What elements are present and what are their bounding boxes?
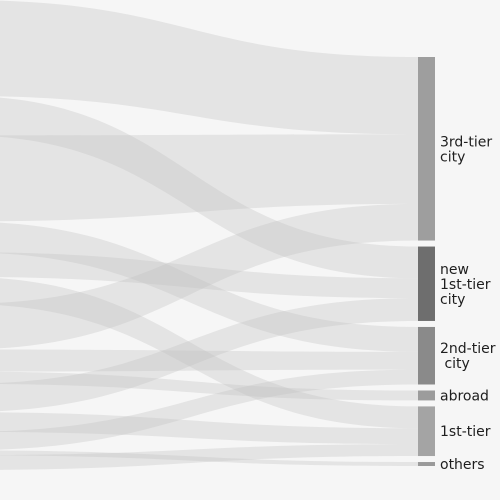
node-bar-1st	[418, 406, 435, 457]
node-label-line: city	[440, 292, 465, 308]
node-label-line: new	[440, 262, 469, 278]
node-bar-abroad	[418, 390, 435, 401]
flow-link-2nd	[0, 369, 418, 450]
node-label-line: abroad	[440, 388, 489, 404]
flow-link-2nd	[0, 349, 418, 372]
node-bar-2nd	[418, 326, 435, 385]
flow-link-1st	[0, 444, 418, 470]
node-group	[418, 57, 435, 466]
node-label-line: 2nd-tier	[440, 341, 496, 357]
node-label-line: city	[440, 149, 465, 165]
node-label-1st: 1st-tier	[440, 424, 491, 440]
flow-link-1st	[0, 412, 418, 445]
node-label-line: 1st-tier	[440, 424, 491, 440]
flow-group	[0, 0, 418, 470]
node-label-new1st: new 1st-tier city	[440, 262, 491, 308]
flow-link-3rd	[0, 134, 418, 222]
node-label-line: 3rd-tier	[440, 134, 492, 150]
node-label-2nd: 2nd-tier city	[440, 341, 496, 372]
flow-link-3rd	[0, 0, 418, 135]
node-label-line: others	[440, 457, 485, 473]
flow-link-others	[0, 450, 418, 466]
node-bar-others	[418, 462, 435, 466]
flow-link-new1st	[0, 97, 418, 279]
node-bar-3rd	[418, 57, 435, 241]
node-label-abroad: abroad	[440, 388, 489, 404]
flow-link-3rd	[0, 203, 418, 349]
flow-link-abroad	[0, 371, 418, 401]
flow-link-new1st	[0, 298, 418, 412]
flow-link-1st	[0, 278, 418, 429]
node-label-3rd: 3rd-tier city	[440, 134, 492, 165]
node-label-line: 1st-tier	[440, 277, 491, 293]
node-label-others: others	[440, 457, 485, 473]
node-bar-new1st	[418, 246, 435, 321]
flow-link-2nd	[0, 222, 418, 352]
flow-link-new1st	[0, 252, 418, 299]
node-label-line: city	[440, 356, 470, 372]
